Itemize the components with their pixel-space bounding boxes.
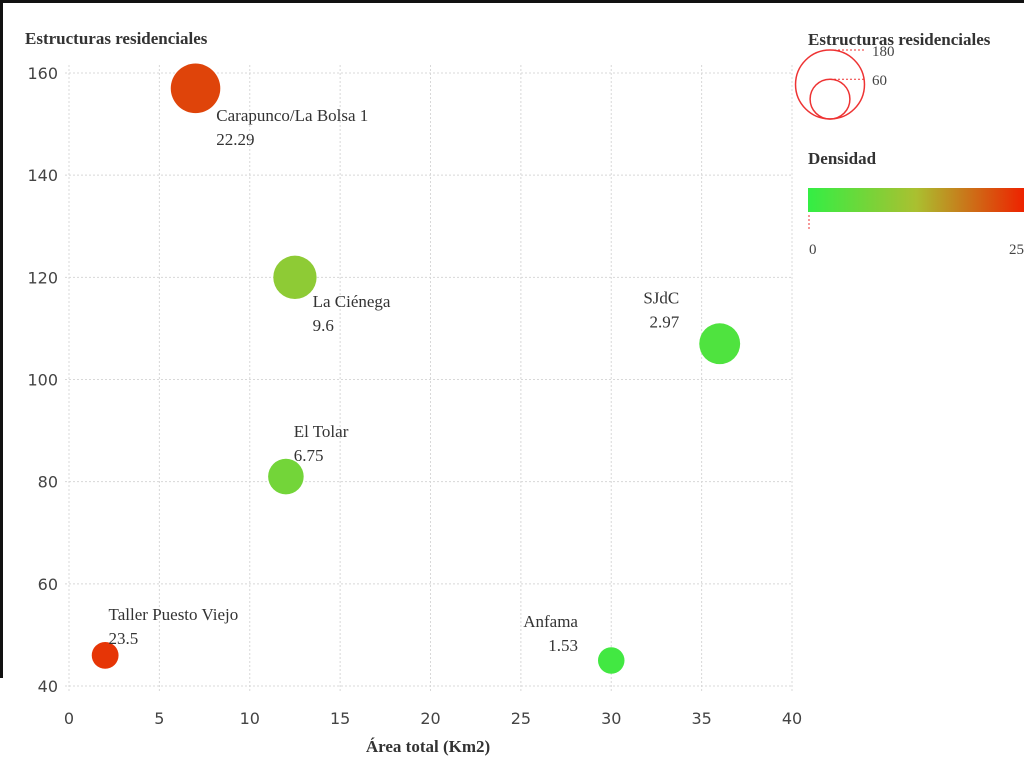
bubble-chart: 0 5 10 15 20 25 30 35 40 40 60 80 100 120 140 160 Carap… (25, 29, 1024, 756)
point-density-label: 2.97 (650, 312, 680, 331)
size-legend-value: 180 (872, 44, 895, 60)
bubble-point[interactable] (597, 647, 625, 674)
x-tick-label: 5 (154, 709, 164, 728)
y-tick-label: 80 (38, 473, 58, 492)
legend-color-min: 0 (809, 242, 817, 258)
y-tick-label: 160 (27, 64, 58, 83)
x-tick-label: 0 (64, 709, 74, 728)
x-tick-label: 35 (691, 709, 711, 728)
x-tick-label: 15 (330, 709, 350, 728)
y-tick-label: 100 (27, 371, 58, 390)
x-tick-label: 40 (782, 709, 802, 728)
x-tick-label: 10 (240, 709, 260, 728)
size-legend-circle (809, 78, 851, 120)
point-density-label: 6.75 (294, 446, 324, 465)
point-density-label: 22.29 (216, 130, 254, 149)
size-legend-circle (794, 49, 866, 120)
y-tick-label: 120 (27, 268, 58, 287)
x-tick-label: 25 (511, 709, 531, 728)
point-name-label: Taller Puesto Viejo (109, 605, 239, 624)
y-tick-label: 140 (27, 166, 58, 185)
legend: Estructuras residenciales 180 60 Densidad… (794, 30, 1024, 258)
legend-color-max: 25 (1009, 242, 1024, 258)
point-density-label: 9.6 (313, 316, 334, 335)
size-legend: 180 60 (794, 44, 895, 120)
y-tick-label: 40 (38, 677, 58, 696)
tick-labels: 0 5 10 15 20 25 30 35 40 40 60 80 100 120 140 160 (27, 64, 802, 728)
bubble-point[interactable] (273, 255, 317, 299)
legend-size-title: Estructuras residenciales (808, 30, 991, 49)
point-name-label: SJdC (643, 288, 679, 307)
bubble-point[interactable] (91, 641, 119, 669)
bubble-point[interactable] (268, 458, 304, 495)
point-density-label: 23.5 (109, 629, 139, 648)
legend-color-title: Densidad (808, 149, 877, 168)
density-color-bar (808, 188, 1024, 212)
grid (65, 65, 793, 692)
bubble-point[interactable] (699, 323, 741, 365)
point-name-label: La Ciénega (313, 292, 391, 311)
point-name-label: Carapunco/La Bolsa 1 (216, 106, 368, 125)
size-legend-value: 60 (872, 73, 887, 89)
border-gap (0, 678, 12, 765)
data-points: Carapunco/La Bolsa 1 22.29 La Ciénega 9.6 SJ… (91, 63, 741, 674)
x-tick-label: 20 (420, 709, 440, 728)
y-tick-label: 60 (38, 575, 58, 594)
chart-title: Estructuras residenciales (25, 29, 208, 48)
point-name-label: El Tolar (294, 422, 349, 441)
x-tick-label: 30 (601, 709, 621, 728)
point-name-label: Anfama (523, 612, 578, 631)
bubble-point[interactable] (170, 63, 221, 114)
x-axis-label: Área total (Km2) (366, 737, 490, 756)
point-density-label: 1.53 (548, 636, 578, 655)
